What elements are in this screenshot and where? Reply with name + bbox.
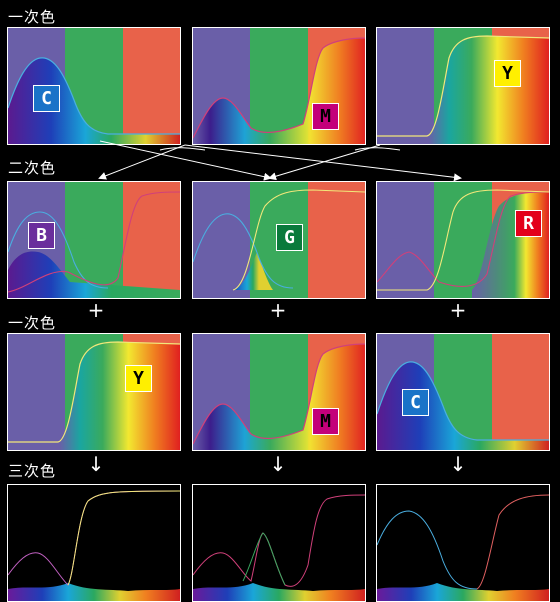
red-curve-chart [377,182,549,298]
panel-tertiary-2 [192,484,366,602]
badge-y: Y [494,60,521,87]
badge-b-text: B [36,225,47,246]
tertiary-chart-3 [377,494,549,601]
badge-g: G [276,224,303,251]
badge-m-2: M [312,408,339,435]
row-label-primary-mid: 一次色 [8,314,57,332]
row-label-secondary: 二次色 [8,159,57,177]
panel-primary-cyan: C [7,27,181,145]
panel-primary-yellow-2: Y [7,333,181,451]
badge-c: C [33,85,60,112]
yellow-curve-chart-2 [8,334,180,450]
badge-c-text: C [41,88,52,109]
badge-r-text: R [523,213,534,234]
panel-secondary-green: G [192,181,366,299]
panel-primary-yellow: Y [376,27,550,145]
badge-m-2-text: M [320,411,331,432]
down-arrow-3: ↓ [449,452,467,476]
yellow-curve-chart [377,28,549,144]
green-curve-chart [193,182,365,298]
panel-primary-magenta: M [192,27,366,145]
panel-tertiary-1 [7,484,181,602]
panel-primary-cyan-2: C [376,333,550,451]
plus-sign-1: + [87,298,105,322]
tertiary-chart-2 [193,494,365,601]
cyan-curve-chart [8,28,180,144]
badge-g-text: G [284,227,295,248]
row-label-primary-top: 一次色 [8,8,57,26]
blue-curve-chart [8,182,180,298]
badge-c-2-text: C [410,392,421,413]
badge-m: M [312,103,339,130]
plus-sign-2: + [269,298,287,322]
badge-b: B [28,222,55,249]
badge-y-2: Y [125,365,152,392]
plus-sign-3: + [449,298,467,322]
badge-c-2: C [402,389,429,416]
badge-y-text: Y [502,63,513,84]
panel-tertiary-3 [376,484,550,602]
row-label-tertiary: 三次色 [8,462,57,480]
badge-r: R [515,210,542,237]
panel-primary-magenta-2: M [192,333,366,451]
magenta-curve-chart [193,28,365,144]
cyan-curve-chart-2 [377,334,549,450]
panel-secondary-blue: B [7,181,181,299]
badge-y-2-text: Y [133,368,144,389]
magenta-curve-chart-2 [193,334,365,450]
tertiary-chart-1 [8,490,180,601]
panel-secondary-red: R [376,181,550,299]
down-arrow-1: ↓ [87,452,105,476]
badge-m-text: M [320,106,331,127]
down-arrow-2: ↓ [269,452,287,476]
